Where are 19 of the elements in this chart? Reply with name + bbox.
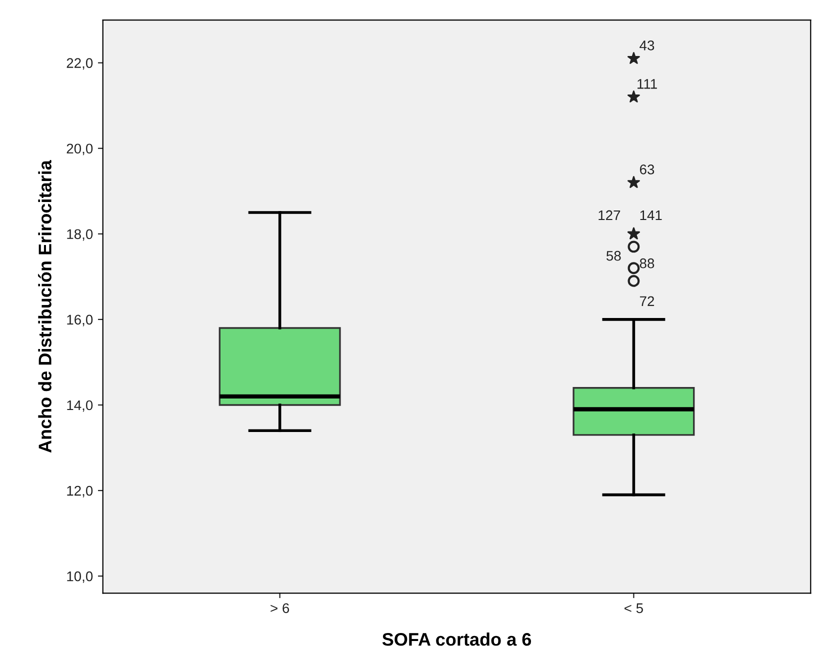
- y-tick-label: 10,0: [67, 571, 93, 583]
- annotation: 111: [638, 79, 657, 89]
- x-tick-label: > 6: [270, 603, 290, 614]
- y-tick-label: 12,0: [67, 486, 93, 498]
- annotation: 43: [640, 40, 654, 50]
- y-tick-label: 14,0: [67, 400, 93, 412]
- annotation: 72: [640, 296, 654, 306]
- annotation: 127: [598, 210, 620, 220]
- x-axis-title: SOFA cortado a 6: [382, 632, 532, 646]
- annotation: 141: [640, 210, 662, 220]
- y-tick-label: 20,0: [66, 144, 93, 156]
- y-tick-label: 16,0: [67, 314, 93, 326]
- y-axis-title: Ancho de Distribución Erirocitaria: [38, 160, 52, 453]
- annotation: 63: [640, 164, 654, 174]
- x-tick-label: < 5: [624, 603, 643, 614]
- annotation: 58: [606, 250, 621, 261]
- y-tick-label: 18,0: [67, 229, 93, 241]
- annotation: 88: [640, 258, 654, 268]
- y-tick-label: 22,0: [66, 58, 93, 70]
